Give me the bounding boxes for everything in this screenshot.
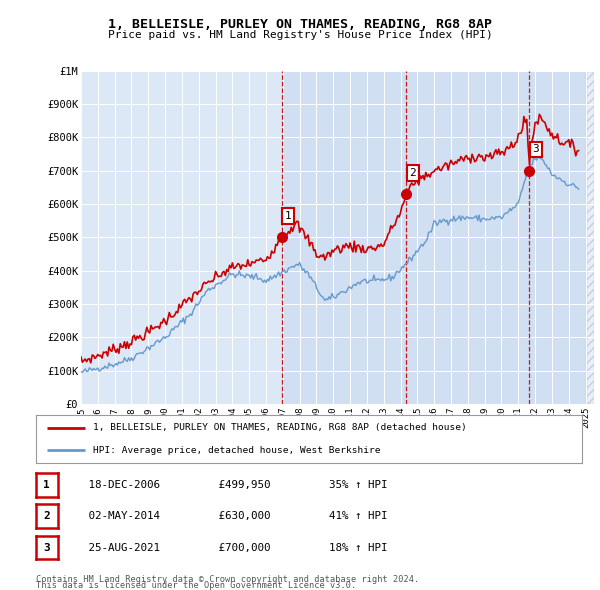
Text: 2: 2 — [43, 512, 50, 521]
Text: HPI: Average price, detached house, West Berkshire: HPI: Average price, detached house, West… — [94, 445, 381, 454]
Text: 25-AUG-2021         £700,000         18% ↑ HPI: 25-AUG-2021 £700,000 18% ↑ HPI — [69, 543, 388, 552]
Text: 1: 1 — [43, 480, 50, 490]
Bar — [529, 71, 594, 404]
Text: 18-DEC-2006         £499,950         35% ↑ HPI: 18-DEC-2006 £499,950 35% ↑ HPI — [69, 480, 388, 490]
Text: This data is licensed under the Open Government Licence v3.0.: This data is licensed under the Open Gov… — [36, 581, 356, 590]
Bar — [282, 71, 406, 404]
Text: 1, BELLEISLE, PURLEY ON THAMES, READING, RG8 8AP: 1, BELLEISLE, PURLEY ON THAMES, READING,… — [108, 18, 492, 31]
Text: Contains HM Land Registry data © Crown copyright and database right 2024.: Contains HM Land Registry data © Crown c… — [36, 575, 419, 584]
Text: 02-MAY-2014         £630,000         41% ↑ HPI: 02-MAY-2014 £630,000 41% ↑ HPI — [69, 512, 388, 521]
Text: 3: 3 — [533, 145, 539, 155]
Text: 2: 2 — [409, 168, 416, 178]
Bar — [586, 71, 594, 404]
Bar — [406, 71, 529, 404]
Text: 3: 3 — [43, 543, 50, 552]
Text: Price paid vs. HM Land Registry's House Price Index (HPI): Price paid vs. HM Land Registry's House … — [107, 30, 493, 40]
Text: 1: 1 — [284, 211, 292, 221]
Text: 1, BELLEISLE, PURLEY ON THAMES, READING, RG8 8AP (detached house): 1, BELLEISLE, PURLEY ON THAMES, READING,… — [94, 424, 467, 432]
